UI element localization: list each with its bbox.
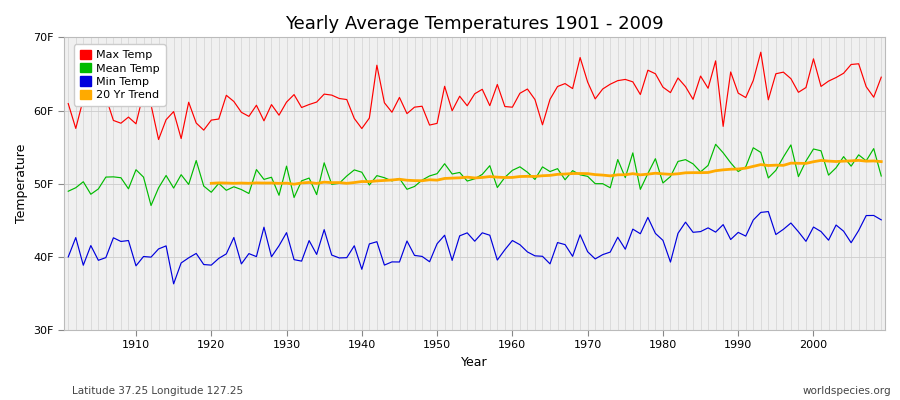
Y-axis label: Temperature: Temperature xyxy=(15,144,28,223)
X-axis label: Year: Year xyxy=(462,356,488,369)
Legend: Max Temp, Mean Temp, Min Temp, 20 Yr Trend: Max Temp, Mean Temp, Min Temp, 20 Yr Tre… xyxy=(74,44,166,106)
Text: Latitude 37.25 Longitude 127.25: Latitude 37.25 Longitude 127.25 xyxy=(72,386,243,396)
Text: worldspecies.org: worldspecies.org xyxy=(803,386,891,396)
Title: Yearly Average Temperatures 1901 - 2009: Yearly Average Temperatures 1901 - 2009 xyxy=(285,15,664,33)
